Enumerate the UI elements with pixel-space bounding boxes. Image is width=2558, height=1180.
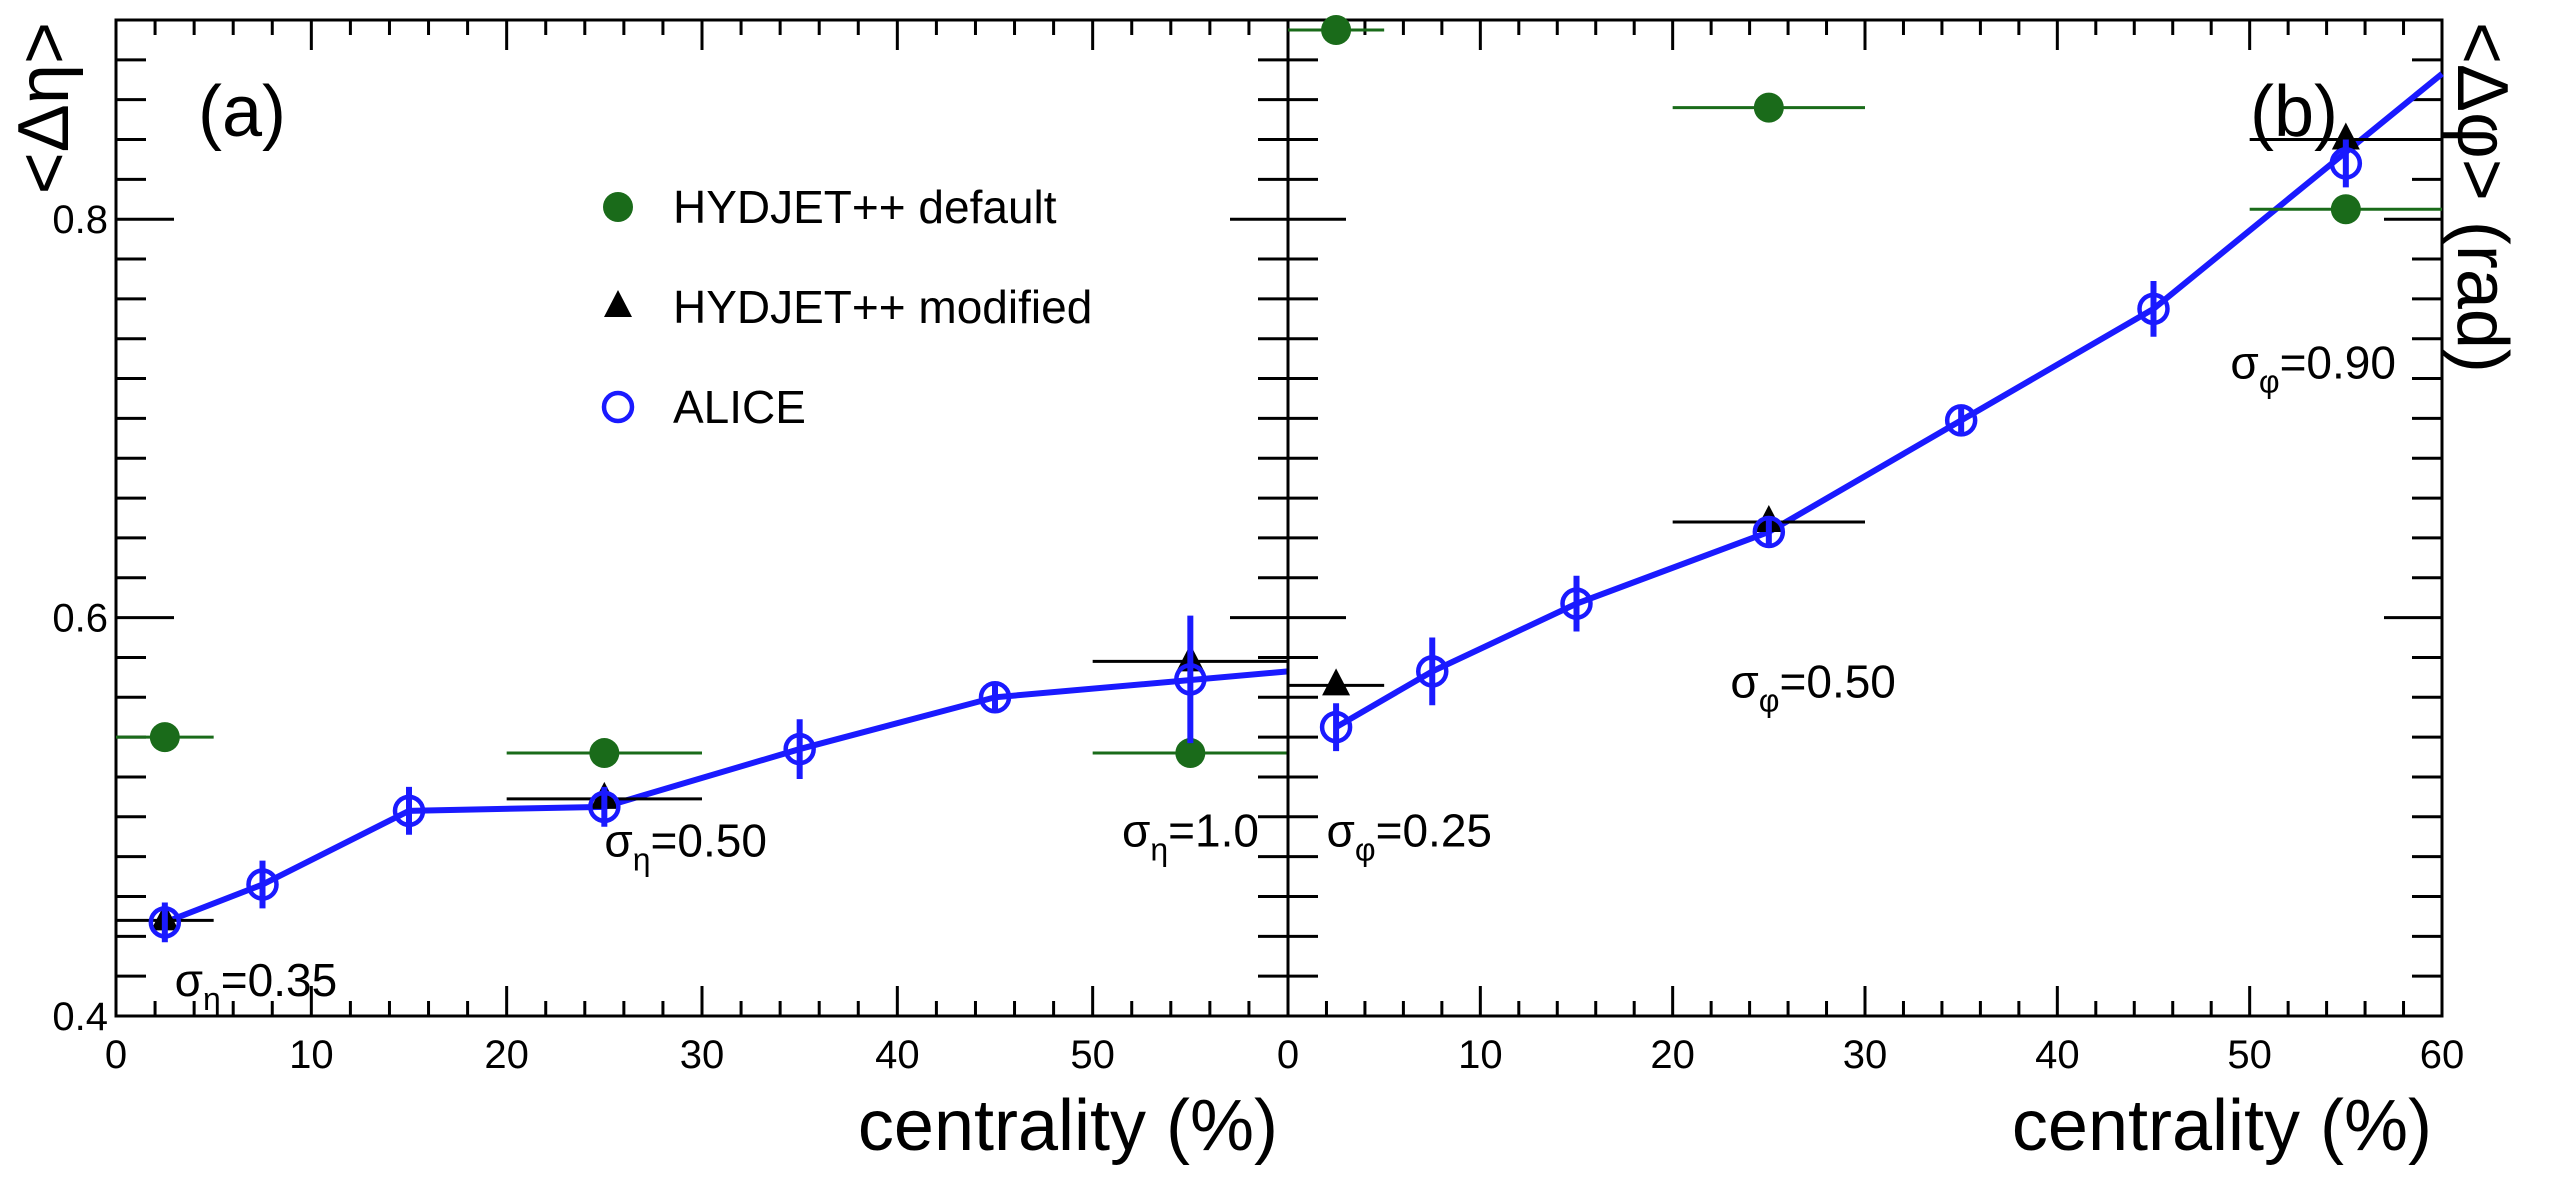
alice-point xyxy=(1174,663,1207,696)
hydjet-modified-point xyxy=(2331,122,2360,150)
x-axis-title: centrality (%) xyxy=(858,1086,1278,1166)
y-tick-label: 0.4 xyxy=(52,995,108,1039)
sigma-annotation: σφ=0.90 xyxy=(2230,337,2396,400)
x-tick-label: 0 xyxy=(1277,1033,1299,1077)
legend-marker-default xyxy=(603,192,633,222)
hydjet-default-point xyxy=(149,722,180,753)
alice-point xyxy=(588,790,621,824)
alice-point xyxy=(978,681,1012,714)
x-tick-label: 30 xyxy=(1843,1033,1888,1077)
sigma-annotation: σφ=0.50 xyxy=(1730,655,1896,718)
alice-point xyxy=(392,794,426,828)
hydjet-default-point xyxy=(1753,92,1784,123)
x-axis-title: centrality (%) xyxy=(2012,1086,2432,1166)
sigma-annotation: ση=1.0 xyxy=(1122,805,1259,868)
alice-point xyxy=(2329,147,2363,180)
hydjet-modified-point xyxy=(1322,668,1351,696)
hydjet-default-point xyxy=(1175,738,1206,769)
y-tick-label: 0.8 xyxy=(52,198,108,242)
x-tick-label: 10 xyxy=(1458,1033,1503,1077)
panel-a: 0 10 20 30 40 50 0.4 0.6 0.8 centrality (%) <Δη> (a… xyxy=(4,18,1290,1166)
plot-frame xyxy=(1286,18,2444,1018)
hydjet-default-point xyxy=(589,738,620,769)
legend-entry: HYDJET++ default xyxy=(673,181,1057,233)
sigma-annotation: σφ=0.25 xyxy=(1326,805,1492,868)
x-tick-label: 30 xyxy=(680,1033,725,1077)
x-tick-label: 50 xyxy=(2227,1033,2272,1077)
panel-label: (a) xyxy=(198,72,286,152)
x-tick-label: 20 xyxy=(1650,1033,1695,1077)
alice-point xyxy=(1944,404,1978,437)
x-tick-label: 60 xyxy=(2420,1033,2465,1077)
y-axis-title: <Δφ> (rad) xyxy=(2442,22,2522,373)
x-tick-label: 10 xyxy=(289,1033,334,1077)
alice-point xyxy=(2137,292,2170,326)
alice-point xyxy=(783,732,816,766)
hydjet-default-point xyxy=(2330,194,2361,225)
alice-fit-line xyxy=(163,668,1289,926)
alice-point xyxy=(148,906,182,939)
alice-point xyxy=(1416,655,1449,688)
x-tick-label: 40 xyxy=(2035,1033,2080,1077)
legend-marker-modified xyxy=(604,290,632,317)
alice-point xyxy=(1319,710,1353,744)
alice-point xyxy=(1560,587,1593,620)
legend-marker-alice xyxy=(601,390,635,424)
y-axis-title: <Δη> xyxy=(4,22,84,194)
alice-point xyxy=(246,868,279,901)
x-tick-label: 50 xyxy=(1070,1033,1115,1077)
legend-entry: HYDJET++ modified xyxy=(673,281,1092,333)
sigma-annotation: ση=0.50 xyxy=(604,815,767,878)
legend-entry: ALICE xyxy=(673,381,806,433)
x-tick-label: 20 xyxy=(484,1033,529,1077)
y-tick-label: 0.6 xyxy=(52,597,108,641)
alice-fit-line xyxy=(1334,71,2444,730)
hydjet-default-point xyxy=(1321,14,1352,45)
x-tick-label: 40 xyxy=(875,1033,920,1077)
x-tick-label: 0 xyxy=(105,1033,127,1077)
alice-point xyxy=(1752,515,1786,549)
sigma-annotation: ση=0.35 xyxy=(175,954,338,1017)
